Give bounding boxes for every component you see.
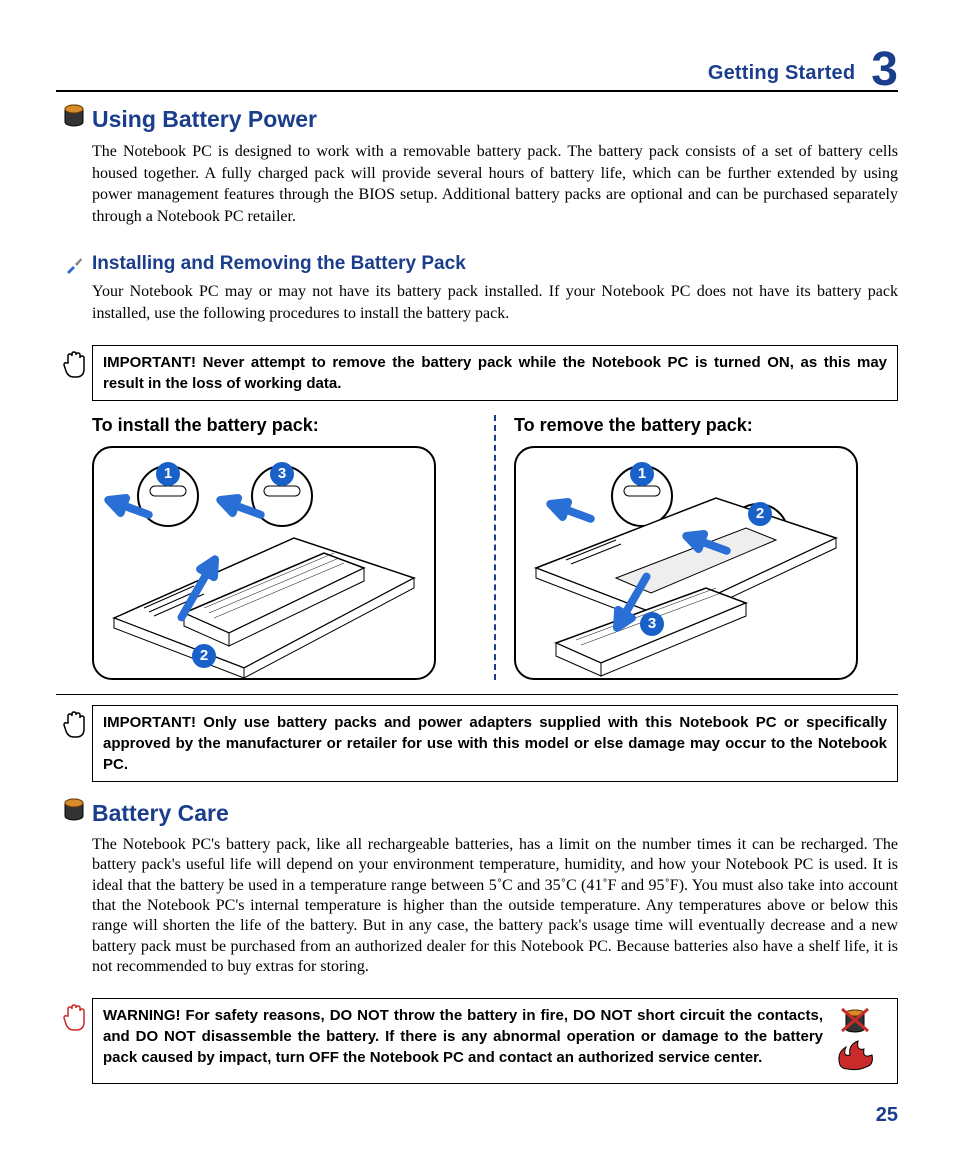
step-badge: 3 — [640, 612, 664, 636]
body-text: The Notebook PC is designed to work with… — [92, 141, 898, 227]
hand-stop-icon — [61, 709, 87, 744]
subsection-heading-install-remove: Installing and Removing the Battery Pack — [92, 253, 898, 275]
page-number: 25 — [876, 1104, 898, 1127]
section-heading-battery-care: Battery Care — [92, 800, 898, 827]
hand-stop-icon — [61, 349, 87, 384]
chapter-number: 3 — [871, 46, 898, 94]
body-text: Your Notebook PC may or may not have its… — [92, 281, 898, 324]
step-badge: 2 — [748, 502, 772, 526]
page-header: Getting Started 3 — [56, 40, 898, 92]
battery-icon — [60, 796, 88, 829]
screwdriver-icon — [64, 255, 84, 280]
battery-fire-crossed-icon — [828, 1005, 882, 1077]
warning-note: WARNING! For safety reasons, DO NOT thro… — [103, 1005, 823, 1077]
diagram-title-install: To install the battery pack: — [92, 415, 476, 436]
divider — [56, 694, 898, 695]
diagram-title-remove: To remove the battery pack: — [514, 415, 898, 436]
diagram-divider — [494, 415, 496, 680]
step-badge: 1 — [630, 462, 654, 486]
important-note: IMPORTANT! Only use battery packs and po… — [92, 705, 898, 782]
battery-icon — [60, 102, 88, 135]
hand-warning-icon — [61, 1002, 87, 1037]
body-text: The Notebook PC's battery pack, like all… — [92, 835, 898, 978]
important-note: IMPORTANT! Never attempt to remove the b… — [92, 345, 898, 401]
step-badge: 3 — [270, 462, 294, 486]
section-heading-battery-power: Using Battery Power — [92, 106, 898, 133]
step-badge: 1 — [156, 462, 180, 486]
diagram-remove: 1 2 3 — [514, 446, 858, 680]
header-title: Getting Started — [708, 62, 855, 85]
diagram-install: 1 2 3 — [92, 446, 436, 680]
step-badge: 2 — [192, 644, 216, 668]
